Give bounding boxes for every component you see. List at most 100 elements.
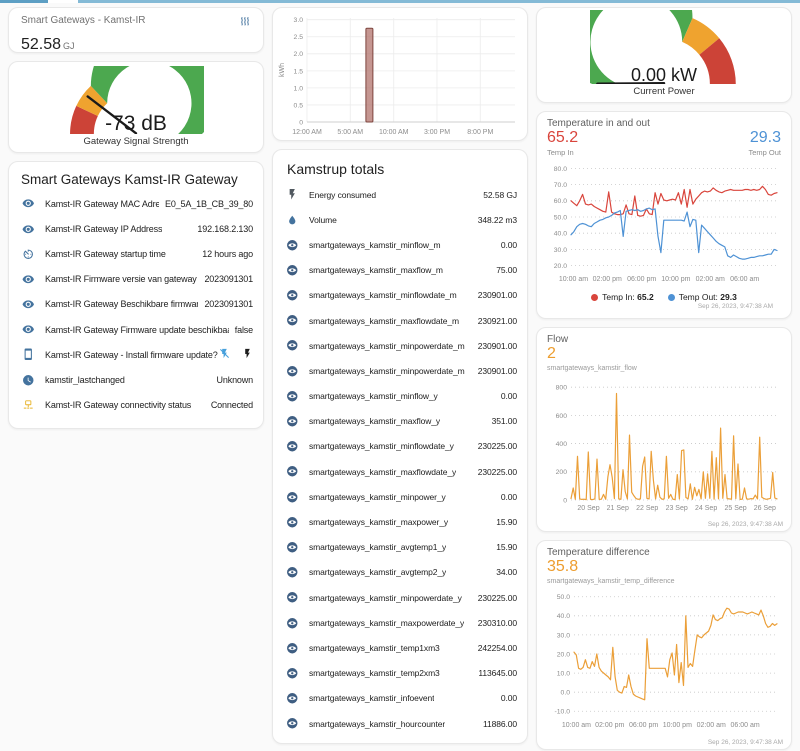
- entity-value: 34.00: [496, 567, 517, 578]
- svg-text:06:00 pm: 06:00 pm: [629, 722, 658, 729]
- eye-circle-icon: [285, 440, 299, 453]
- entity-row[interactable]: smartgateways_kamstir_maxflow_m 75.00: [273, 258, 527, 283]
- svg-text:20 Sep: 20 Sep: [577, 505, 599, 512]
- entity-row[interactable]: Kamst-IR Gateway connectivity status Conn…: [9, 393, 263, 418]
- svg-text:60.0: 60.0: [554, 198, 567, 205]
- entity-row[interactable]: smartgateways_kamstir_minflow_y 0.00: [273, 384, 527, 409]
- svg-text:2.0: 2.0: [294, 51, 304, 58]
- entity-row[interactable]: smartgateways_kamstir_minflow_m 0.00: [273, 232, 527, 257]
- entities-card-title: Smart Gateways Kamst-IR Gateway: [21, 172, 238, 187]
- gauge-value: 0.00 kW: [630, 65, 698, 85]
- eye-circle-icon: [285, 390, 299, 403]
- temp-diff-timestamp: Sep 26, 2023, 9:47:38 AM: [707, 739, 783, 746]
- temperature-in-out-card[interactable]: Temperature in and out 65.2 Temp In 29.3…: [536, 111, 792, 319]
- view-tab-strip[interactable]: [0, 0, 800, 3]
- entity-row[interactable]: smartgateways_kamstir_avgtemp2_y 34.00: [273, 560, 527, 585]
- entity-row[interactable]: Kamst-IR Firmware versie van gateway 2023…: [9, 267, 263, 292]
- entity-name: smartgateways_kamstir_maxpowerdate_y: [309, 617, 465, 628]
- temp-in-out-chart[interactable]: 80.0 70.0 60.0 50.0 40.0 30.0 20.0 10:00 am 02:0…: [547, 157, 783, 285]
- eye-circle-icon: [285, 239, 299, 252]
- entity-row[interactable]: Volume 348.22 m3: [273, 207, 527, 232]
- entity-name: smartgateways_kamstir_maxpower_y: [309, 517, 448, 528]
- current-power-gauge-card[interactable]: 0.00 kW Current Power: [536, 7, 792, 103]
- eye-circle-icon: [285, 491, 299, 504]
- entity-row[interactable]: Kamst-IR Gateway IP Address 192.168.2.130: [9, 216, 263, 241]
- lan-connect-icon: [21, 399, 35, 412]
- entity-row[interactable]: Kamst-IR Gateway - Install firmware upda…: [9, 342, 263, 367]
- svg-text:10:00 AM: 10:00 AM: [379, 129, 409, 136]
- svg-text:20.0: 20.0: [557, 651, 570, 658]
- entity-row[interactable]: Kamst-IR Gateway Beschikbare firmware ve…: [9, 292, 263, 317]
- flow-chart[interactable]: 800 600 400 200 0 20 Sep 21 Sep 22 Sep 23 Sep 24 …: [547, 372, 783, 514]
- svg-text:kWh: kWh: [279, 63, 286, 77]
- gateway-entities-card: Smart Gateways Kamst-IR Gateway Kamst-IR…: [8, 161, 264, 429]
- svg-text:8:00 PM: 8:00 PM: [467, 129, 493, 136]
- temp-difference-chart[interactable]: 50.0 40.0 30.0 20.0 10.0 0.0 -10.0 10:00 am 02:0…: [547, 585, 783, 731]
- entity-name: Volume: [309, 214, 337, 225]
- svg-text:20.0: 20.0: [554, 263, 567, 270]
- entity-row[interactable]: smartgateways_kamstir_hourcounter 11886.0…: [273, 711, 527, 736]
- svg-text:10.0: 10.0: [557, 670, 570, 677]
- av-timer-icon: [21, 248, 35, 261]
- svg-text:26 Sep: 26 Sep: [754, 505, 776, 512]
- sensor-card-energy-total[interactable]: Smart Gateways - Kamst-IR 52.58 GJ: [8, 7, 264, 53]
- signal-strength-gauge-card[interactable]: -73 dB Gateway Signal Strength: [8, 61, 264, 153]
- entity-value: 192.168.2.130: [197, 223, 253, 234]
- svg-text:25 Sep: 25 Sep: [725, 505, 747, 512]
- svg-text:1.0: 1.0: [294, 85, 304, 92]
- entity-name: Kamst-IR Gateway startup time: [45, 248, 166, 259]
- eye-icon: [21, 273, 35, 286]
- svg-text:0.0: 0.0: [561, 690, 571, 697]
- temperature-difference-card[interactable]: Temperature difference 35.8 smartgateway…: [536, 540, 792, 750]
- eye-circle-icon: [285, 289, 299, 302]
- entity-row[interactable]: smartgateways_kamstir_temp2xm3 113645.00: [273, 661, 527, 686]
- entity-row[interactable]: smartgateways_kamstir_maxpowerdate_y 2303…: [273, 610, 527, 635]
- svg-text:0: 0: [299, 119, 303, 126]
- entity-name: smartgateways_kamstir_maxflow_m: [309, 265, 443, 276]
- entity-row[interactable]: smartgateways_kamstir_minpowerdate_y 2302…: [273, 585, 527, 610]
- entity-row[interactable]: smartgateways_kamstir_maxflow_y 351.00: [273, 409, 527, 434]
- power-gauge-label: Current Power: [633, 86, 695, 97]
- eye-circle-icon: [285, 642, 299, 655]
- energy-history-chart-card[interactable]: kWh 3.0 2.5 2.0 1.5 1.0 0.5 0 12:00 AM 5:00 AM 10:…: [272, 7, 528, 141]
- entity-row[interactable]: smartgateways_kamstir_temp1xm3 242254.00: [273, 635, 527, 660]
- entity-name: smartgateways_kamstir_maxflow_y: [309, 416, 441, 427]
- entity-row[interactable]: smartgateways_kamstir_minpowerdate_m 2309…: [273, 358, 527, 383]
- flow-chart-card[interactable]: Flow 2 smartgateways_kamstir_flow 800 600…: [536, 327, 792, 532]
- svg-text:600: 600: [556, 413, 568, 420]
- entity-row[interactable]: smartgateways_kamstir_maxflowdate_y 23022…: [273, 459, 527, 484]
- entity-row[interactable]: smartgateways_kamstir_minflowdate_y 23022…: [273, 434, 527, 459]
- entity-row[interactable]: Kamst-IR Gateway Firmware update beschik…: [9, 317, 263, 342]
- svg-text:10:00 pm: 10:00 pm: [663, 722, 692, 729]
- flash-icon-button[interactable]: [242, 348, 253, 361]
- entity-row[interactable]: smartgateways_kamstir_maxpower_y 15.90: [273, 509, 527, 534]
- entity-row[interactable]: Kamst-IR Gateway startup time 12 hours ag…: [9, 241, 263, 266]
- heat-wave-icon: [239, 15, 251, 33]
- eye-icon: [21, 298, 35, 311]
- gauge-value: -73 dB: [105, 112, 167, 135]
- entity-value: 230225.00: [477, 466, 517, 477]
- entity-row[interactable]: smartgateways_kamstir_minflowdate_m 23090…: [273, 283, 527, 308]
- entity-row[interactable]: smartgateways_kamstir_avgtemp1_y 15.90: [273, 535, 527, 560]
- svg-text:02:00 pm: 02:00 pm: [593, 276, 622, 283]
- entity-row[interactable]: smartgateways_kamstir_maxflowdate_m 23092…: [273, 308, 527, 333]
- entity-value: 351.00: [491, 416, 518, 427]
- entity-row[interactable]: smartgateways_kamstir_infoevent 0.00: [273, 686, 527, 711]
- entity-name: smartgateways_kamstir_minpowerdate_m: [309, 365, 465, 376]
- entity-name: smartgateways_kamstir_hourcounter: [309, 718, 446, 729]
- svg-text:30.0: 30.0: [554, 247, 567, 254]
- svg-text:10:00 am: 10:00 am: [562, 722, 591, 729]
- entity-row[interactable]: kamstir_lastchanged Unknown: [9, 367, 263, 392]
- svg-text:0: 0: [563, 497, 567, 504]
- entity-value: 12 hours ago: [202, 248, 253, 259]
- entity-row[interactable]: Kamst-IR Gateway MAC Adres E0_5A_1B_CB_39…: [9, 191, 263, 216]
- energy-history-chart[interactable]: kWh 3.0 2.5 2.0 1.5 1.0 0.5 0 12:00 AM 5:00 AM 10:…: [275, 10, 525, 138]
- eye-icon: [21, 323, 35, 336]
- flash-off-icon-button[interactable]: [219, 348, 230, 361]
- entity-row[interactable]: smartgateways_kamstir_minpower_y 0.00: [273, 484, 527, 509]
- entity-row[interactable]: Energy consumed 52.58 GJ: [273, 182, 527, 207]
- svg-text:06:00 am: 06:00 am: [730, 276, 759, 283]
- entity-value: 2023091301: [204, 274, 253, 285]
- entity-row[interactable]: smartgateways_kamstir_minpowerdate_m 2309…: [273, 333, 527, 358]
- svg-text:0.5: 0.5: [294, 102, 304, 109]
